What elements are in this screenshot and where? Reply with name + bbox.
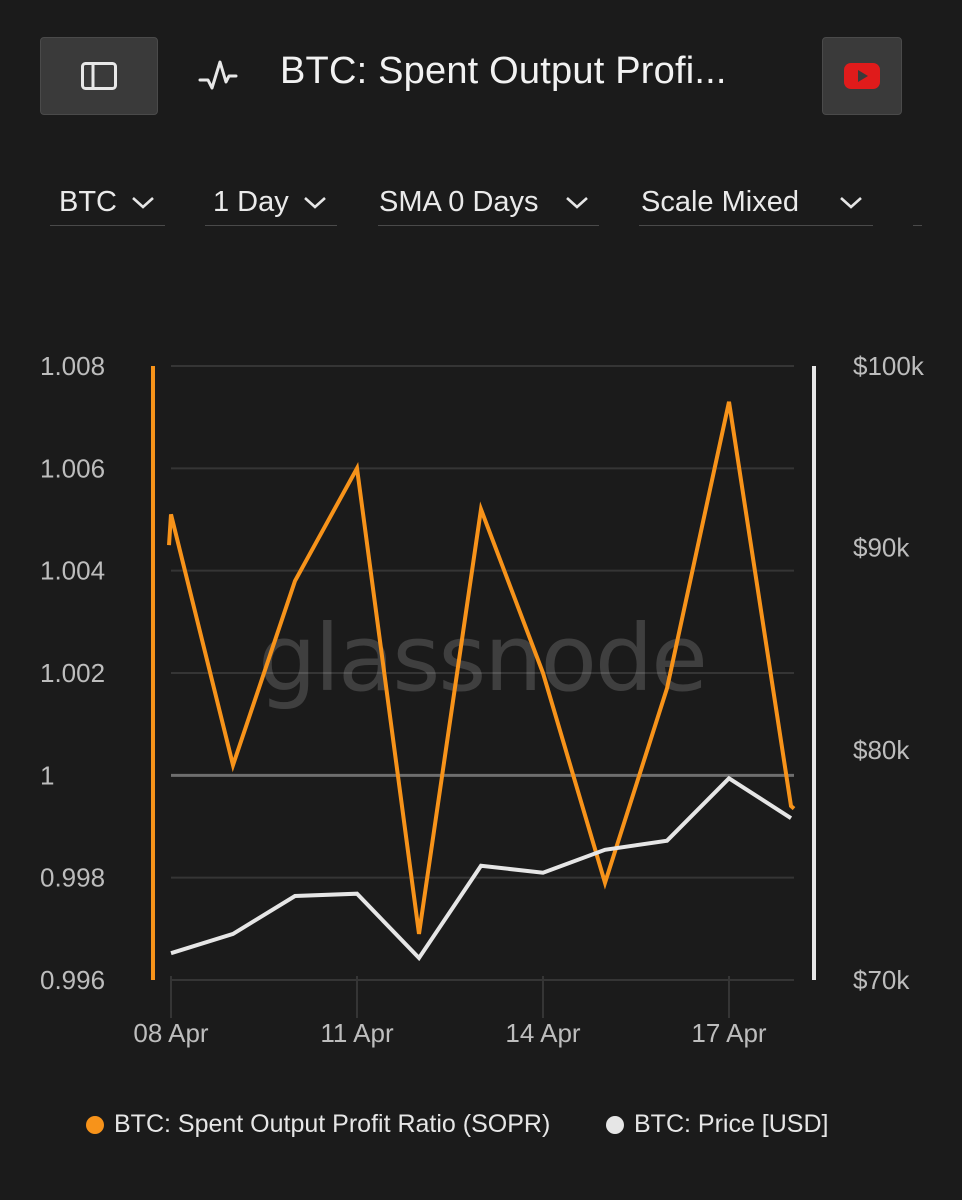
chevron-down-icon bbox=[566, 196, 588, 209]
youtube-icon bbox=[844, 63, 880, 89]
legend-item-price[interactable]: BTC: Price [USD] bbox=[606, 1110, 828, 1139]
x-tick-label: 08 Apr bbox=[133, 1018, 209, 1048]
chevron-down-icon bbox=[840, 196, 862, 209]
y-right-tick-label: $70k bbox=[853, 965, 910, 995]
resolution-dropdown[interactable]: 1 Day bbox=[205, 180, 337, 226]
y-right-tick-label: $100k bbox=[853, 351, 925, 381]
legend-label-price: BTC: Price [USD] bbox=[634, 1110, 829, 1138]
series bbox=[167, 401, 796, 962]
legend-swatch-sopr bbox=[86, 1115, 104, 1134]
legend-label-sopr: BTC: Spent Output Profit Ratio (SOPR) bbox=[114, 1110, 551, 1138]
y-right-tick-label: $90k bbox=[853, 532, 910, 562]
tick-labels: 1.008 1.006 1.004 1.002 1 0.998 0.996 08 Apr 11 … bbox=[40, 351, 925, 1048]
chevron-down-icon bbox=[304, 196, 326, 209]
scale-dropdown[interactable]: Scale Mixed bbox=[639, 180, 873, 226]
asset-dropdown[interactable]: BTC bbox=[50, 180, 165, 226]
x-tick-label: 17 Apr bbox=[691, 1018, 767, 1048]
legend-item-sopr[interactable]: BTC: Spent Output Profit Ratio (SOPR) bbox=[86, 1110, 550, 1139]
sma-dropdown[interactable]: SMA 0 Days bbox=[378, 180, 599, 226]
y-left-tick-label: 1.004 bbox=[40, 556, 105, 586]
watermark: glassnode bbox=[258, 605, 706, 712]
y-left-tick-label: 1.006 bbox=[40, 453, 105, 483]
sopr-series-line bbox=[167, 401, 796, 935]
youtube-button[interactable] bbox=[822, 37, 902, 115]
scale-dropdown-value: Scale Mixed bbox=[641, 186, 799, 218]
chart-legend: BTC: Spent Output Profit Ratio (SOPR) BT… bbox=[0, 1110, 962, 1146]
x-tick-label: 14 Apr bbox=[505, 1018, 581, 1048]
asset-dropdown-value: BTC bbox=[59, 186, 117, 218]
pulse-icon bbox=[198, 60, 238, 90]
resolution-dropdown-value: 1 Day bbox=[213, 186, 289, 218]
y-left-tick-label: 0.996 bbox=[40, 965, 105, 995]
y-left-tick-label: 1 bbox=[40, 760, 54, 790]
page-title: BTC: Spent Output Profi... bbox=[280, 50, 727, 92]
grid-lines bbox=[170, 365, 794, 1018]
sidebar-toggle-button[interactable] bbox=[40, 37, 158, 115]
axes bbox=[151, 366, 816, 980]
sidebar-toggle-icon bbox=[81, 62, 117, 90]
y-right-tick-label: $80k bbox=[853, 735, 910, 765]
chevron-down-icon bbox=[132, 196, 154, 209]
y-left-tick-label: 1.002 bbox=[40, 658, 105, 688]
y-left-tick-label: 1.008 bbox=[40, 351, 105, 381]
legend-swatch-price bbox=[606, 1115, 624, 1134]
price-series-line bbox=[170, 775, 793, 962]
more-controls-indicator bbox=[913, 225, 922, 226]
y-left-tick-label: 0.998 bbox=[40, 863, 105, 893]
sma-dropdown-value: SMA 0 Days bbox=[379, 186, 539, 218]
sopr-chart[interactable]: glassnode 1.008 1.006 1.004 1.002 1 0.998 0.99… bbox=[0, 330, 962, 1070]
x-tick-label: 11 Apr bbox=[320, 1018, 394, 1048]
